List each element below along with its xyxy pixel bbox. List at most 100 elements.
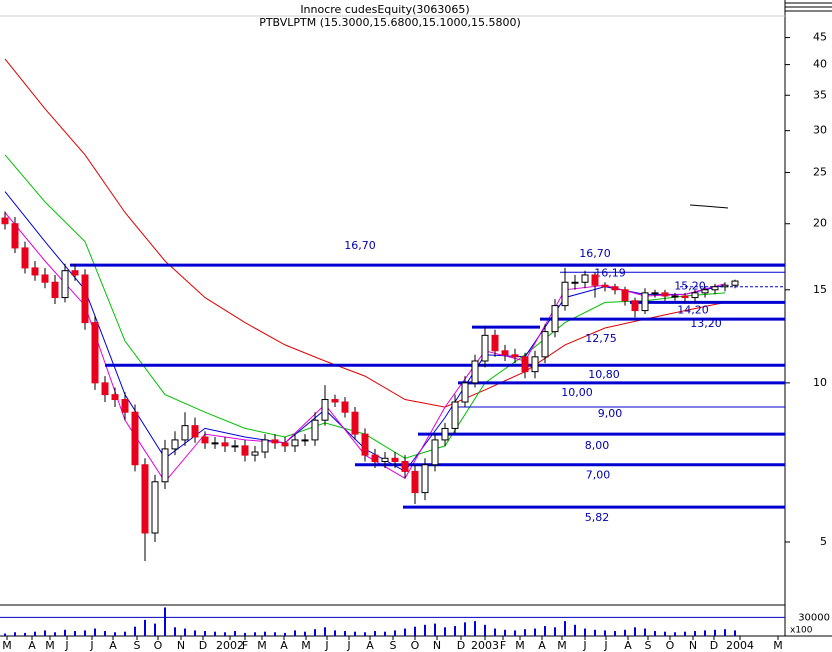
candle-body: [21, 247, 29, 269]
x-tick-label: S: [134, 639, 141, 652]
volume-unit-label: x100: [790, 626, 813, 636]
x-tick-label: M: [257, 639, 267, 652]
candle-body: [251, 451, 259, 456]
volume-bar: [664, 631, 666, 636]
volume-bar: [44, 630, 46, 636]
chart-title: Innocre cudesEquity(3063065): [300, 3, 469, 16]
x-tick-label: O: [666, 639, 675, 652]
candle-body: [141, 464, 149, 534]
volume-bar: [234, 631, 236, 636]
candle-body: [651, 292, 659, 295]
volume-bar: [424, 624, 426, 636]
candle-body: [641, 292, 649, 312]
volume-bar: [74, 631, 76, 636]
volume-bar: [594, 629, 596, 636]
candle-body: [61, 270, 69, 299]
volume-bar: [194, 630, 196, 636]
candle-body: [351, 411, 359, 435]
candle-body: [291, 439, 299, 447]
candle-body: [401, 460, 409, 472]
candle-body: [281, 442, 289, 447]
level-label: 10,00: [561, 386, 593, 399]
candle-body: [491, 334, 499, 352]
volume-bar: [634, 627, 636, 636]
candle-body: [561, 281, 569, 307]
candle-body: [261, 439, 269, 453]
level-label: 12,75: [585, 332, 617, 345]
candle-body: [571, 281, 579, 284]
candle-body: [511, 354, 519, 358]
volume-bar: [34, 631, 36, 636]
candle-body: [691, 292, 699, 299]
volume-bar: [444, 627, 446, 636]
volume-bar: [124, 631, 126, 636]
candle-body: [151, 481, 159, 534]
volume-tick-label: 30000: [798, 612, 830, 623]
candle-body: [681, 295, 689, 299]
volume-bar: [254, 632, 256, 636]
volume-bar: [414, 626, 416, 636]
x-tick-label: A: [366, 639, 374, 652]
candle-body: [631, 300, 639, 312]
volume-bar: [314, 629, 316, 636]
candle-body: [271, 439, 279, 444]
x-tick-label: S: [390, 639, 397, 652]
level-label: 9,00: [598, 407, 623, 420]
volume-bar: [84, 630, 86, 636]
volume-bar: [164, 607, 166, 636]
candle-body: [131, 411, 139, 466]
volume-bar: [464, 622, 466, 636]
candle-body: [91, 322, 99, 384]
candle-body: [451, 401, 459, 429]
x-tick-label: M: [515, 639, 525, 652]
level-label: 5,82: [585, 511, 610, 524]
level-label: 15,20: [674, 280, 706, 293]
candle-body: [471, 360, 479, 384]
candle-body: [671, 295, 679, 298]
level-label: 10,80: [588, 368, 620, 381]
candle-body: [711, 286, 719, 291]
candle-body: [341, 401, 349, 413]
volume-bar: [704, 630, 706, 636]
candle-body: [71, 270, 79, 276]
level-label: 16,19: [594, 266, 626, 279]
candle-body: [31, 267, 39, 276]
volume-bar: [94, 628, 96, 636]
volume-bar: [384, 631, 386, 636]
volume-bar: [374, 631, 376, 636]
candle-body: [331, 399, 339, 403]
chart-subtitle: PTBVLPTM (15.3000,15.6800,15.1000,15.580…: [259, 16, 521, 29]
candle-body: [171, 439, 179, 450]
volume-bar: [724, 629, 726, 636]
candle-body: [311, 419, 319, 441]
x-tick-label: 2002: [216, 639, 244, 652]
candle-body: [51, 281, 59, 299]
candle-body: [531, 356, 539, 373]
y-tick-label: 15: [813, 283, 827, 296]
volume-bar: [654, 631, 656, 636]
candle-body: [221, 442, 229, 447]
x-tick-label: A: [109, 639, 117, 652]
x-tick-label: A: [28, 639, 36, 652]
x-tick-label: A: [280, 639, 288, 652]
volume-bar: [154, 623, 156, 636]
volume-bar: [454, 626, 456, 636]
candle-body: [411, 470, 419, 494]
candle-body: [321, 399, 329, 421]
x-tick-label: J: [603, 639, 607, 652]
volume-bar: [434, 623, 436, 636]
level-label: 16,70: [579, 247, 611, 260]
volume-bar: [474, 621, 476, 636]
volume-bar: [574, 624, 576, 636]
x-tick-label: M: [773, 639, 783, 652]
volume-bar: [14, 632, 16, 636]
header-rules: [0, 2, 832, 17]
volume-bar: [64, 629, 66, 636]
candle-body: [301, 439, 309, 442]
x-tick-label: S: [645, 639, 652, 652]
x-tick-label: M: [45, 639, 55, 652]
level-label: 14,20: [677, 303, 709, 316]
y-tick-label: 20: [813, 217, 827, 230]
candle-body: [371, 454, 379, 462]
